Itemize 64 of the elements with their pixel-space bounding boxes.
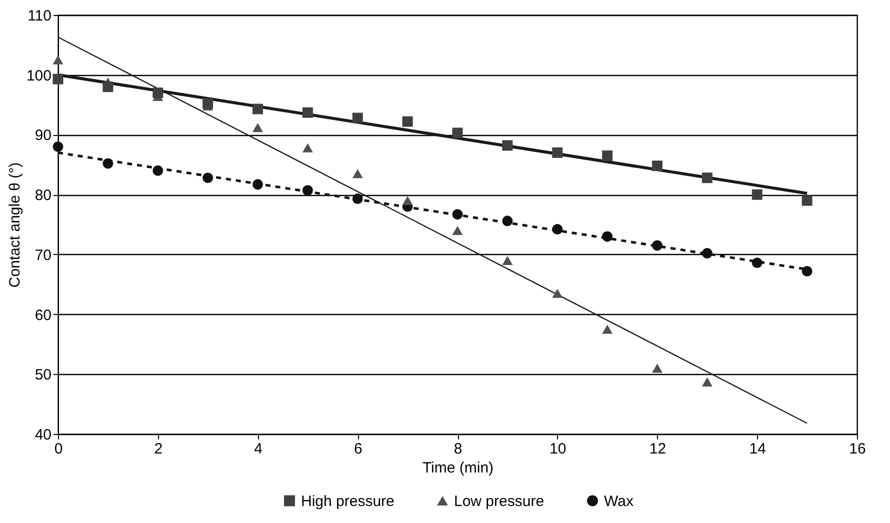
point [652,240,662,251]
point [702,172,712,184]
point [352,194,363,204]
point [752,258,762,268]
point [452,226,463,236]
point [802,195,812,206]
point [252,122,263,132]
point [352,169,363,178]
point [202,98,214,109]
point [602,231,613,242]
y-tick-label: 100 [26,67,52,84]
point [102,82,114,92]
x-tick-label: 2 [154,440,163,458]
point [302,185,313,196]
legend-label: High pressure [301,492,394,510]
point [552,288,563,298]
point [402,196,413,206]
point [302,143,313,152]
point [52,55,64,64]
point [52,141,64,152]
x-tick-label: 0 [54,440,63,458]
y-tick-label: 90 [34,127,52,144]
point [452,209,463,220]
x-tick-label: 16 [849,440,866,458]
point [502,256,513,265]
y-tick-label: 60 [34,306,52,324]
point [252,179,263,190]
point [652,364,662,373]
point [552,224,563,235]
point [102,158,114,169]
x-tick-label: 4 [254,440,262,458]
y-tick-label: 80 [34,187,52,204]
point [152,165,164,176]
point [502,216,513,226]
point [452,128,463,138]
legend-label: Low pressure [454,492,544,510]
point [202,172,214,184]
x-tick-label: 10 [550,440,566,458]
x-tick-label: 12 [649,440,666,458]
point [52,74,64,84]
y-tick-label: 70 [34,246,52,264]
point [552,147,563,158]
legend-label: Wax [604,492,634,510]
point [602,150,613,161]
point [502,140,513,151]
y-tick-label: 50 [34,366,52,384]
x-tick-label: 6 [354,440,362,458]
point [752,189,762,200]
point [402,116,413,127]
x-tick-label: 14 [749,440,766,458]
point [352,112,363,124]
point [702,248,712,258]
y-axis-title: Contact angle θ (°) [6,162,24,288]
point [802,266,812,276]
point [702,377,712,386]
point [252,104,263,114]
point [652,160,662,172]
x-axis-title: Time (min) [422,460,494,476]
point [602,324,613,334]
point [302,107,313,118]
y-tick-label: 40 [34,426,52,444]
point [152,88,164,98]
x-tick-label: 8 [454,440,462,458]
y-tick-label: 110 [28,8,52,24]
